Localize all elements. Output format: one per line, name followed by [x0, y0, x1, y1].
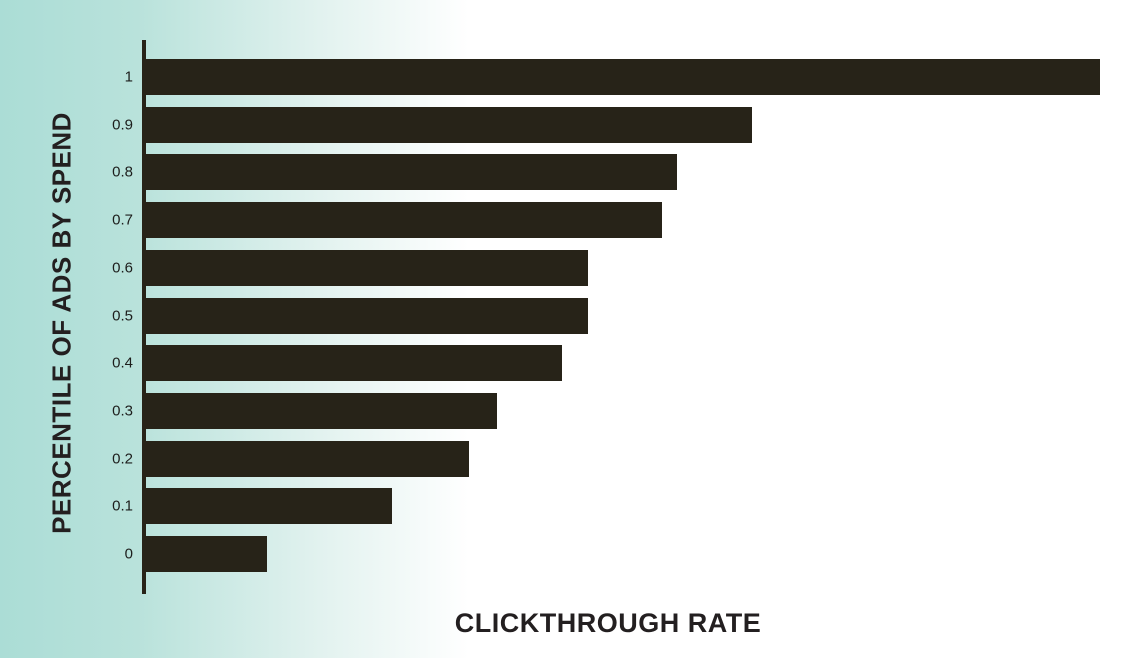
plot-area	[142, 40, 1144, 594]
bar-percentile-0.8	[146, 154, 678, 191]
bar-percentile-0.4	[146, 345, 562, 382]
bar-percentile-0.7	[146, 202, 663, 239]
y-axis-tick-labels: 1 0.9 0.8 0.7 0.6 0.5 0.4 0.3 0.2 0.1 0	[0, 0, 133, 658]
y-tick-label-0.2: 0.2	[112, 450, 133, 468]
bar-percentile-0.6	[146, 249, 588, 286]
bar-percentile-0.9	[146, 106, 752, 143]
y-tick-label-0.6: 0.6	[112, 259, 133, 277]
y-tick-label-0.9: 0.9	[112, 116, 133, 134]
bar-percentile-0.1	[146, 488, 393, 525]
y-tick-label-0.3: 0.3	[112, 402, 133, 420]
bar-percentile-0	[146, 536, 268, 572]
x-axis-title: CLICKTHROUGH RATE	[454, 608, 762, 638]
y-tick-label-0.8: 0.8	[112, 163, 133, 181]
bar-percentile-1	[146, 59, 1100, 95]
bar-percentile-0.2	[146, 440, 470, 477]
y-tick-label-0.1: 0.1	[112, 497, 133, 515]
y-tick-label-1: 1	[124, 68, 133, 86]
y-tick-label-0.7: 0.7	[112, 211, 133, 229]
y-tick-label-0.5: 0.5	[112, 307, 133, 324]
bar-percentile-0.5	[146, 297, 588, 334]
bar-percentile-0.3	[146, 392, 498, 429]
y-tick-label-0: 0	[124, 545, 133, 563]
y-tick-label-0.4: 0.4	[112, 354, 133, 372]
